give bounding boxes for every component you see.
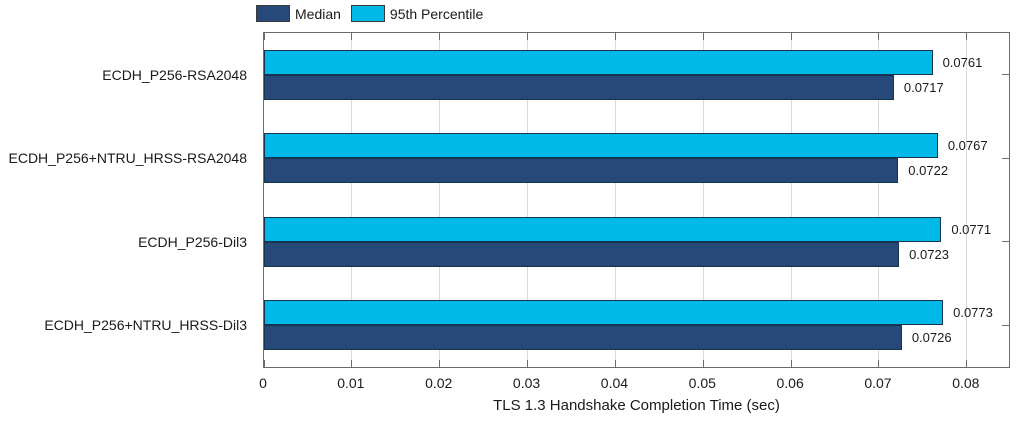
x-tick-top (966, 33, 968, 40)
x-tick-top (878, 33, 880, 40)
x-tick-top (263, 33, 265, 40)
bar-value-label: 0.0723 (909, 246, 949, 262)
category-label: ECDH_P256+NTRU_HRSS-Dil3 (44, 317, 247, 334)
y-tick-right (1002, 324, 1009, 326)
x-tick-bottom (878, 360, 880, 367)
x-tick-bottom (702, 360, 704, 367)
x-tick-labels: 0 0.01 0.02 0.03 0.04 0.05 0.06 0.07 0.08 (259, 375, 1010, 393)
bar-median (264, 325, 902, 351)
y-tick-right (1002, 241, 1009, 243)
bar-95th-percentile (264, 133, 938, 159)
x-tick-bottom (439, 360, 441, 367)
bar-median (264, 241, 900, 267)
x-tick-top (527, 33, 529, 40)
bar-value-label: 0.0722 (908, 163, 949, 179)
x-tick-label: 0.04 (600, 375, 629, 391)
x-tick-bottom (966, 360, 968, 367)
gridline (878, 33, 880, 367)
x-tick-top (702, 33, 704, 40)
gridline (790, 33, 792, 367)
x-tick-top (351, 33, 353, 40)
bar-median (264, 158, 899, 184)
x-tick-label: 0.05 (688, 375, 716, 391)
bar-value-label: 0.0726 (911, 330, 952, 346)
category-label: ECDH_P256-Dil3 (138, 233, 247, 250)
bar-value-label: 0.0773 (953, 305, 993, 321)
y-tick-right (1002, 157, 1009, 159)
legend-item-95th-percentile: 95th Percentile (350, 5, 484, 22)
x-tick-bottom (263, 360, 265, 367)
x-tick-label: 0.08 (952, 375, 980, 391)
bar-value-label: 0.0761 (942, 54, 983, 70)
x-tick-label: 0.01 (337, 375, 365, 391)
y-tick-right (1002, 74, 1009, 76)
x-tick-top (790, 33, 792, 40)
category-labels: ECDH_P256-RSA2048 ECDH_P256+NTRU_HRSS-RSA… (0, 33, 255, 367)
gridline (351, 33, 353, 367)
95th-percentile-color-swatch (350, 5, 385, 22)
median-color-swatch (256, 5, 290, 22)
x-tick-label: 0 (259, 375, 267, 391)
legend-item-median: Median (256, 5, 341, 22)
category-label: ECDH_P256-RSA2048 (102, 66, 247, 83)
bar-value-label: 0.0771 (951, 221, 992, 237)
category-label: ECDH_P256+NTRU_HRSS-RSA2048 (8, 150, 248, 167)
x-tick-bottom (614, 360, 616, 367)
x-tick-label: 0.06 (776, 375, 804, 391)
legend: Median 95th Percentile (256, 5, 493, 22)
bar-value-label: 0.0717 (903, 79, 944, 95)
x-tick-label: 0.07 (864, 375, 892, 391)
legend-label-95th-percentile: 95th Percentile (389, 5, 484, 22)
x-tick-bottom (527, 360, 529, 367)
bar-value-label: 0.0767 (947, 138, 988, 154)
x-tick-top (614, 33, 616, 40)
x-tick-label: 0.03 (512, 375, 541, 391)
bar-median (264, 74, 894, 100)
bar-95th-percentile (264, 300, 944, 326)
gridline (614, 33, 616, 367)
gridline (439, 33, 441, 367)
x-axis-label: TLS 1.3 Handshake Completion Time (sec) (493, 397, 780, 414)
x-tick-bottom (351, 360, 353, 367)
x-tick-label: 0.02 (425, 375, 453, 391)
bar-95th-percentile (264, 49, 933, 75)
gridline (966, 33, 968, 367)
bar-95th-percentile (264, 216, 942, 242)
gridline (702, 33, 704, 367)
plot-area: 0.0761 0.0717 0.0767 0.0722 0.0771 0.0723 0.07… (263, 32, 1010, 368)
x-tick-top (439, 33, 441, 40)
x-tick-bottom (790, 360, 792, 367)
legend-label-median: Median (295, 5, 341, 22)
gridline (527, 33, 529, 367)
